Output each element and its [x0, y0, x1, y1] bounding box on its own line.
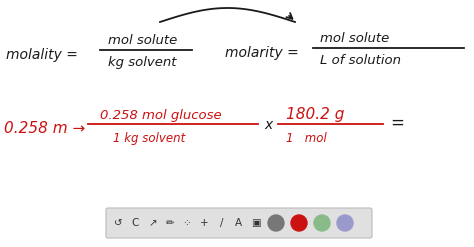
Circle shape: [268, 215, 284, 231]
Text: +: +: [200, 218, 209, 228]
Text: 1   mol: 1 mol: [286, 131, 327, 144]
Text: x: x: [264, 118, 272, 132]
Text: /: /: [220, 218, 223, 228]
Text: C: C: [132, 218, 139, 228]
Text: ↺: ↺: [114, 218, 122, 228]
Text: molality =: molality =: [6, 48, 78, 62]
Text: molarity =: molarity =: [225, 46, 299, 60]
FancyBboxPatch shape: [106, 208, 372, 238]
Text: mol solute: mol solute: [108, 34, 177, 46]
Text: 1 kg solvent: 1 kg solvent: [113, 131, 185, 144]
Circle shape: [291, 215, 307, 231]
Circle shape: [337, 215, 353, 231]
Text: ↗: ↗: [148, 218, 157, 228]
Circle shape: [314, 215, 330, 231]
Text: mol solute: mol solute: [320, 32, 389, 44]
Text: 180.2 g: 180.2 g: [286, 106, 345, 122]
Text: kg solvent: kg solvent: [108, 56, 176, 68]
Text: ▣: ▣: [251, 218, 261, 228]
Text: L of solution: L of solution: [320, 54, 401, 66]
Text: 0.258 m →: 0.258 m →: [4, 121, 85, 136]
Text: =: =: [390, 114, 404, 132]
Text: ✏: ✏: [165, 218, 174, 228]
Text: ⁘: ⁘: [182, 218, 191, 228]
Text: A: A: [235, 218, 242, 228]
Text: 0.258 mol glucose: 0.258 mol glucose: [100, 108, 222, 122]
